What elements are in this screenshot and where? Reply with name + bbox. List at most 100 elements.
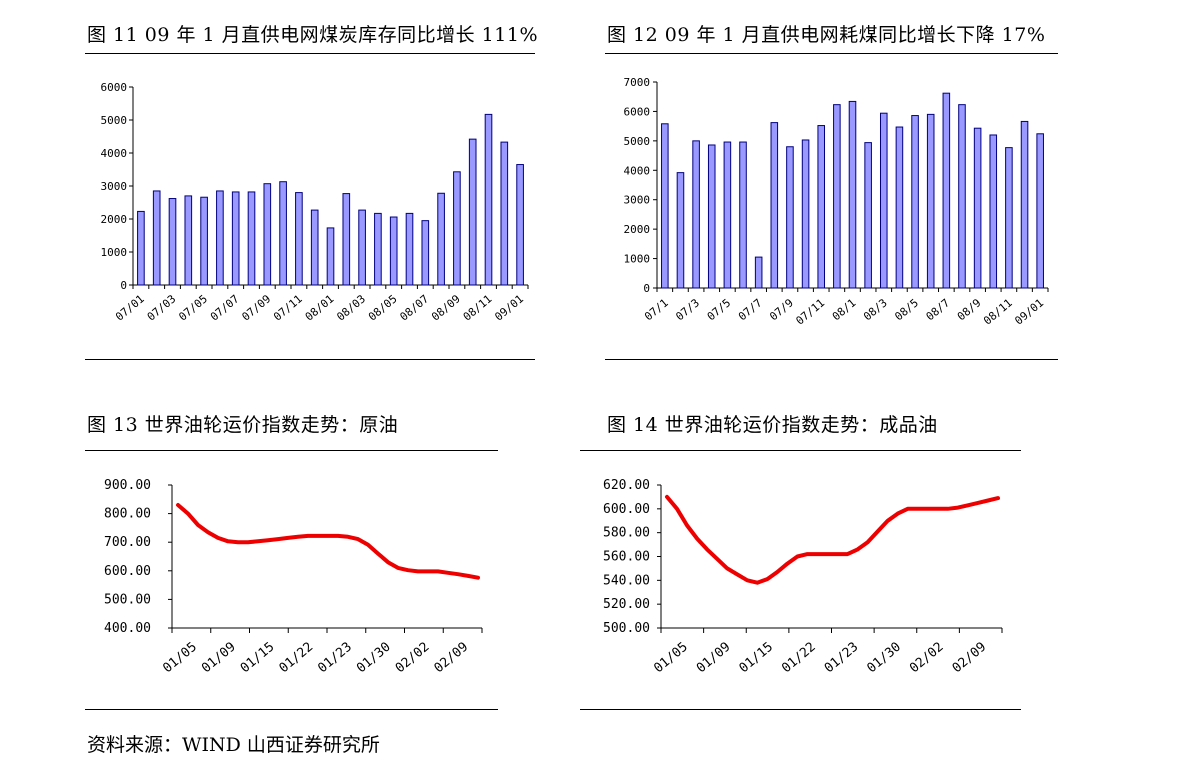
fig12-bar <box>692 140 700 289</box>
fig13-bottom-rule <box>85 709 498 710</box>
fig12-bar <box>786 146 794 289</box>
fig11-bar <box>310 209 319 286</box>
fig11-bar <box>500 141 509 286</box>
fig14-y-tick-label: 520.00 <box>603 597 650 612</box>
fig11-y-tick-label: 2000 <box>101 213 128 226</box>
fig12-x-tick-label: 07/3 <box>673 296 702 323</box>
fig12-x-tick-label: 07/11 <box>793 296 827 327</box>
fig11-bar <box>137 210 145 286</box>
fig11-bar <box>484 113 493 286</box>
fig11-x-tick-label: 07/01 <box>113 292 147 323</box>
fig12-bar <box>958 104 966 289</box>
fig12-bar <box>723 141 732 289</box>
fig13-x-tick-label: 01/05 <box>160 640 200 677</box>
fig12-bar <box>754 256 763 289</box>
fig12-bar <box>801 139 810 289</box>
fig11-bottom-rule <box>85 359 535 360</box>
fig13-y-tick-label: 600.00 <box>104 564 151 579</box>
fig11-bar <box>516 164 524 286</box>
fig11-chart: 0 1000 2000 3000 4000 5000 6000 07/0107/0307/05… <box>101 81 529 324</box>
fig11-bar <box>184 195 193 286</box>
fig12-y-tick-label: 0 <box>643 282 650 295</box>
fig14-x-tick-label: 01/22 <box>779 640 819 677</box>
fig11-bar <box>152 190 161 286</box>
fig13-top-rule <box>85 450 498 451</box>
fig11-x-tick-label: 07/07 <box>208 292 242 323</box>
fig13-y-tick-label: 700.00 <box>104 535 151 550</box>
fig12-bar <box>895 126 904 289</box>
fig11-bar <box>279 181 287 286</box>
fig12-bar <box>942 92 951 289</box>
fig12-bar <box>1005 147 1013 289</box>
fig11-y-tick-label: 5000 <box>101 114 128 127</box>
fig14-x-tick-label: 01/15 <box>737 640 777 677</box>
fig13-x-tick-label: 01/15 <box>238 640 278 677</box>
fig13-x-tick-label: 01/22 <box>277 640 317 677</box>
fig12-y-tick-label: 1000 <box>624 253 651 266</box>
fig12-title: 图 12 09 年 1 月直供电网耗煤同比增长下降 17% <box>607 24 1046 46</box>
fig12-bar <box>973 127 982 289</box>
fig12-bar <box>1036 133 1044 289</box>
fig11-y-tick-label: 4000 <box>101 147 128 160</box>
fig14-x-tick-label: 01/05 <box>651 640 691 677</box>
fig14-x-tick-label: 01/30 <box>864 640 904 677</box>
fig14-y-tick-label: 500.00 <box>603 621 650 636</box>
fig13-series-line <box>176 503 480 580</box>
fig12-bar <box>676 172 685 289</box>
fig12-bar <box>817 125 826 289</box>
fig11-bar <box>468 138 477 286</box>
fig12-x-tick-label: 08/7 <box>924 296 953 323</box>
fig12-y-tick-label: 4000 <box>624 164 651 177</box>
fig12-bar <box>770 122 779 289</box>
fig12-bar <box>661 123 669 289</box>
fig11-bar <box>200 196 208 286</box>
fig11-x-tick-label: 09/01 <box>492 292 526 323</box>
fig13-x-tick-label: 01/09 <box>199 640 239 677</box>
fig12-bar <box>989 134 998 289</box>
fig12-x-tick-label: 08/5 <box>892 296 921 323</box>
fig14-y-tick-label: 560.00 <box>603 550 650 565</box>
fig12-bar <box>864 142 872 289</box>
fig14-y-tick-label: 580.00 <box>603 526 650 541</box>
fig14-title: 图 14 世界油轮运价指数走势：成品油 <box>607 414 938 436</box>
fig14-x-tick-label: 02/09 <box>950 640 990 677</box>
fig11-x-tick-label: 07/11 <box>271 292 305 323</box>
fig12-bar <box>1020 120 1029 289</box>
fig12-bar <box>739 141 747 289</box>
fig12-y-tick-label: 6000 <box>624 105 651 118</box>
fig13-x-tick-label: 02/09 <box>432 640 472 677</box>
fig11-bar <box>326 227 335 286</box>
fig12-y-tick-label: 5000 <box>624 135 651 148</box>
fig11-bar <box>247 191 256 286</box>
fig11-x-tick-label: 07/05 <box>176 292 210 323</box>
fig11-bar <box>374 212 382 286</box>
fig11-x-tick-label: 07/03 <box>145 292 179 323</box>
fig11-x-tick-label: 08/05 <box>366 292 400 323</box>
fig14-y-tick-label: 620.00 <box>603 478 650 493</box>
fig12-x-tick-label: 08/3 <box>861 296 890 323</box>
fig13-x-tick-label: 02/02 <box>393 640 433 677</box>
fig11-y-tick-label: 0 <box>120 279 127 292</box>
fig13-chart: 400.00 500.00 600.00 700.00 800.00 900.00 01/0… <box>104 478 483 677</box>
fig12-x-tick-label: 07/9 <box>767 296 796 323</box>
fig11-bar <box>437 192 445 286</box>
fig13-title: 图 13 世界油轮运价指数走势：原油 <box>87 414 399 436</box>
source-note: 资料来源：WIND 山西证券研究所 <box>87 734 380 756</box>
fig12-bar <box>833 104 841 289</box>
fig12-y-tick-label: 2000 <box>624 223 651 236</box>
fig12-x-tick-label: 08/11 <box>981 296 1015 327</box>
fig12-y-tick-label: 3000 <box>624 194 651 207</box>
fig12-bar <box>926 113 935 289</box>
fig12-x-tick-label: 08/1 <box>830 296 859 323</box>
fig13-x-tick-label: 01/23 <box>315 640 355 677</box>
fig11-x-tick-label: 08/11 <box>461 292 495 323</box>
fig14-bottom-rule <box>580 709 1021 710</box>
fig12-bar <box>911 115 919 289</box>
fig12-bar <box>707 144 716 289</box>
fig14-x-tick-label: 01/09 <box>694 640 734 677</box>
fig12-top-rule <box>605 53 1058 54</box>
fig11-x-tick-label: 08/03 <box>334 292 368 323</box>
fig13-y-tick-label: 500.00 <box>104 592 151 607</box>
